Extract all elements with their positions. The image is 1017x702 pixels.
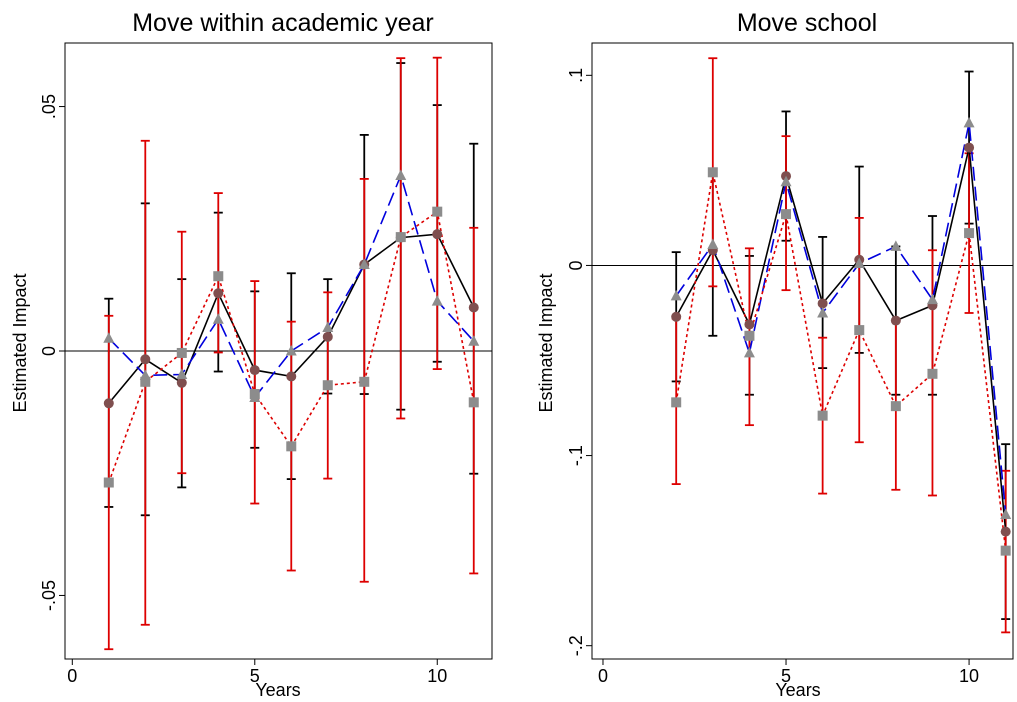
data-point-triangle — [743, 346, 755, 358]
data-point-square — [286, 441, 297, 452]
x-axis-label: Years — [775, 680, 820, 700]
data-point-circle — [744, 319, 755, 330]
data-point-triangle — [212, 313, 224, 324]
x-tick-label: 5 — [250, 666, 260, 686]
y-tick-label: .05 — [39, 94, 59, 119]
series-markers — [103, 169, 480, 488]
data-point-triangle — [103, 332, 115, 343]
y-tick-label: 0 — [566, 260, 586, 270]
data-point-triangle — [285, 345, 297, 356]
data-point-square — [249, 389, 260, 400]
data-point-triangle — [817, 306, 829, 318]
data-point-triangle — [963, 116, 975, 128]
data-point-square — [359, 376, 370, 387]
plot-frame — [64, 42, 493, 660]
data-point-square — [103, 477, 114, 488]
data-point-square — [468, 397, 479, 408]
data-point-circle — [1000, 526, 1011, 537]
data-point-circle — [432, 229, 443, 240]
chart-title: Move school — [737, 9, 877, 37]
data-point-circle — [671, 311, 682, 322]
data-point-triangle — [707, 238, 719, 250]
series-line — [675, 147, 1007, 532]
data-point-square — [817, 410, 828, 421]
data-point-square — [213, 271, 224, 282]
data-point-circle — [964, 142, 975, 153]
panel-move-school: Move school Estimated Impact Years 0 5 10 -… — [536, 9, 1014, 700]
x-tick-label: 0 — [67, 666, 77, 686]
confidence-intervals — [671, 57, 1011, 634]
series-line — [108, 210, 475, 483]
data-point-square — [927, 368, 938, 379]
x-tick-label: 10 — [427, 666, 447, 686]
data-point-triangle — [670, 289, 682, 301]
series-line — [675, 172, 1007, 551]
data-point-triangle — [853, 257, 865, 269]
data-point-circle — [322, 331, 333, 342]
x-tick-label: 5 — [781, 666, 791, 686]
y-tick-label: .1 — [566, 68, 586, 83]
data-point-circle — [140, 354, 151, 365]
data-point-circle — [286, 371, 297, 382]
y-tick-label: 0 — [39, 346, 59, 356]
data-point-square — [671, 397, 682, 408]
data-point-triangle — [176, 368, 188, 379]
y-tick-label: -.05 — [39, 580, 59, 611]
plot-frame — [591, 42, 1014, 660]
data-point-circle — [213, 288, 224, 299]
y-axis-label: Estimated Impact — [10, 273, 30, 412]
data-point-square — [395, 232, 406, 243]
data-point-triangle — [358, 258, 370, 269]
data-point-triangle — [322, 321, 334, 333]
y-axis-label: Estimated Impact — [536, 273, 556, 412]
axes: 0 5 10 -.05 0 .05 — [39, 94, 447, 686]
data-point-circle — [468, 302, 479, 313]
x-tick-label: 0 — [598, 666, 608, 686]
x-tick-label: 10 — [959, 666, 979, 686]
y-tick-label: -.2 — [566, 635, 586, 656]
data-point-square — [176, 347, 187, 358]
axes: 0 5 10 -.2 -.1 0 .1 — [566, 68, 979, 686]
data-point-square — [781, 209, 792, 220]
data-point-circle — [817, 298, 828, 309]
data-point-triangle — [890, 240, 902, 251]
chart-title: Move within academic year — [132, 9, 434, 37]
data-point-square — [1000, 545, 1011, 556]
data-point-triangle — [780, 175, 792, 187]
data-point-square — [140, 376, 151, 387]
data-point-square — [322, 380, 333, 391]
data-point-triangle — [431, 295, 443, 306]
data-point-square — [854, 325, 865, 336]
data-point-triangle — [1000, 508, 1012, 520]
series-markers — [670, 116, 1012, 556]
data-point-triangle — [395, 169, 407, 180]
data-point-circle — [890, 315, 901, 326]
data-point-circle — [249, 365, 260, 376]
data-point-circle — [103, 398, 114, 409]
data-point-square — [707, 167, 718, 178]
data-point-triangle — [926, 293, 938, 305]
panel-move-within-academic-year: Move within academic year Estimated Impa… — [10, 9, 493, 700]
data-point-square — [890, 401, 901, 412]
series-lines — [675, 122, 1007, 551]
data-point-square — [964, 228, 975, 239]
series-line — [675, 122, 1007, 515]
data-point-triangle — [468, 335, 480, 346]
data-point-circle — [176, 377, 187, 388]
x-axis-label: Years — [255, 680, 300, 700]
data-point-square — [432, 206, 443, 217]
y-tick-label: -.1 — [566, 445, 586, 466]
data-point-square — [744, 330, 755, 341]
